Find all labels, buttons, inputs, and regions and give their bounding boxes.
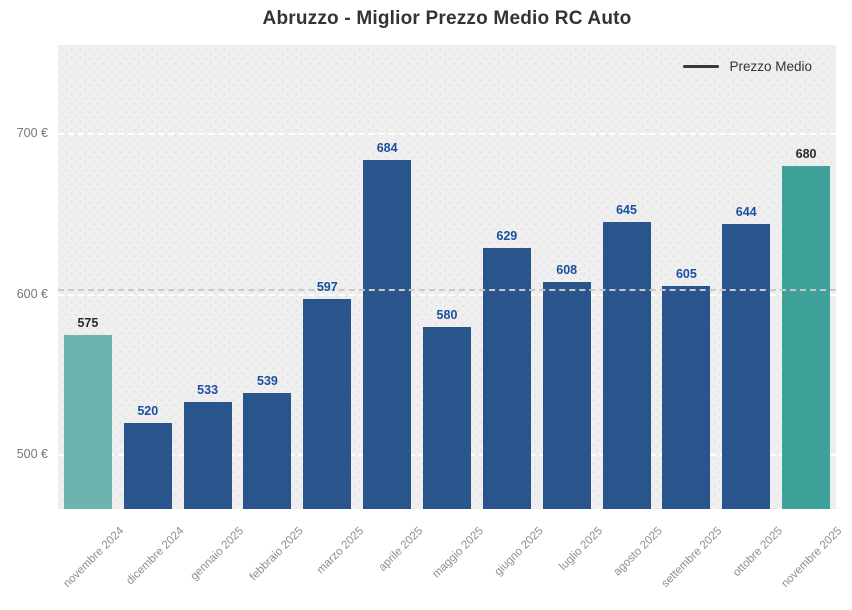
- x-axis: novembre 2024 dicembre 2024 gennaio 2025 fe…: [58, 509, 844, 609]
- bar-novembre-2025: [782, 165, 831, 509]
- x-tick-label: gennaio 2025: [188, 525, 247, 583]
- bar-marzo-2025: [303, 299, 352, 509]
- bar-gennaio-2025: [183, 402, 232, 509]
- average-price-line: [58, 288, 836, 291]
- x-tick-label: novembre 2024: [61, 525, 127, 590]
- x-tick-label: ottobre 2025: [730, 525, 785, 580]
- x-tick-label: agosto 2025: [611, 525, 666, 579]
- x-tick-label: marzo 2025: [314, 525, 366, 577]
- bar-value-label: 605: [675, 267, 697, 282]
- bar-agosto-2025: [602, 222, 651, 509]
- legend[interactable]: Prezzo Medio: [683, 59, 812, 74]
- bar-maggio-2025: [423, 326, 471, 509]
- x-tick-label: giugno 2025: [492, 525, 546, 579]
- legend-label: Prezzo Medio: [729, 59, 812, 74]
- legend-line-marker: [683, 64, 720, 69]
- bar-dicembre-2024: [123, 423, 172, 509]
- y-tick-label: 600 €: [16, 286, 48, 301]
- plot-area: 575 520 533 539 597 684 580 629 608 645 605 644 680: [58, 45, 836, 509]
- bar-value-label: 580: [436, 307, 458, 322]
- bar-settembre-2025: [662, 286, 711, 509]
- y-tick-label: 700 €: [16, 125, 48, 140]
- x-tick-label: aprile 2025: [376, 525, 426, 574]
- gridline: [58, 132, 836, 135]
- bar-value-label: 533: [197, 383, 219, 398]
- bar-febbraio-2025: [243, 392, 292, 509]
- bar-value-label: 539: [257, 373, 278, 388]
- bar-value-label: 597: [316, 280, 338, 295]
- chart-title: Abruzzo - Miglior Prezzo Medio RC Auto: [262, 8, 632, 29]
- gridline: [58, 293, 836, 296]
- bar-value-label: 629: [496, 228, 518, 243]
- x-tick-label: settembre 2025: [659, 525, 725, 590]
- x-tick-label: dicembre 2024: [123, 525, 187, 588]
- y-tick-label: 500 €: [16, 447, 48, 462]
- bar-value-label: 520: [137, 404, 159, 419]
- bar-value-label: 575: [77, 315, 99, 330]
- bar-value-label: 684: [376, 140, 398, 155]
- bar-novembre-2024: [63, 334, 112, 509]
- bar-giugno-2025: [482, 247, 531, 509]
- bar-value-label: 644: [735, 204, 757, 219]
- bar-value-label: 645: [616, 203, 637, 218]
- bar-value-label: 608: [556, 262, 578, 277]
- x-tick-label: febbraio 2025: [247, 525, 306, 584]
- x-tick-label: luglio 2025: [557, 525, 606, 573]
- x-tick-label: novembre 2025: [779, 525, 845, 590]
- bar-ottobre-2025: [722, 223, 771, 509]
- bar-aprile-2025: [363, 159, 412, 509]
- bar-value-label: 680: [795, 146, 817, 161]
- x-tick-label: maggio 2025: [429, 525, 486, 581]
- bar-luglio-2025: [542, 281, 591, 509]
